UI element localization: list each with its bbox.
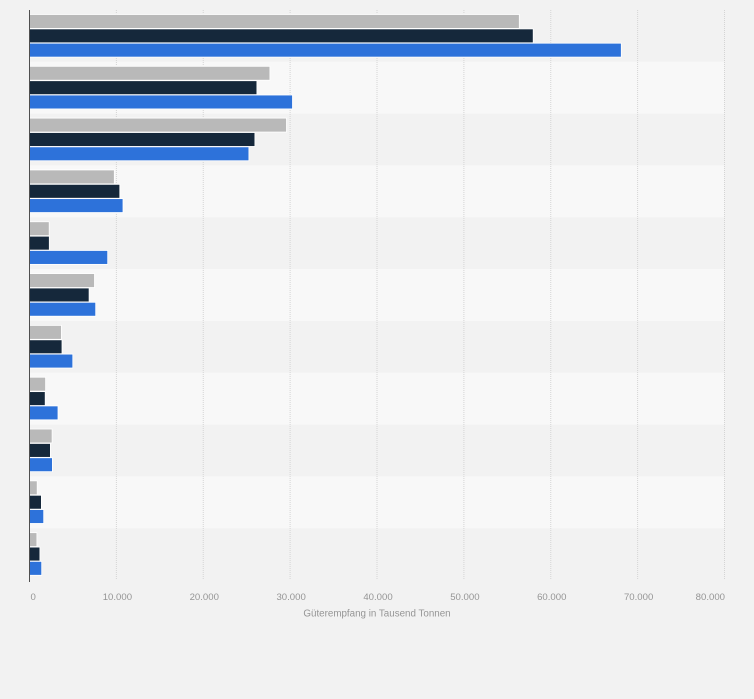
svg-text:60.000: 60.000 [537, 592, 566, 603]
svg-text:Güterempfang in Tausend Tonnen: Güterempfang in Tausend Tonnen [303, 609, 450, 620]
svg-text:70.000: 70.000 [624, 592, 653, 603]
svg-text:10.000: 10.000 [103, 592, 132, 603]
svg-text:0: 0 [31, 592, 36, 603]
svg-text:30.000: 30.000 [276, 592, 305, 603]
svg-text:20.000: 20.000 [190, 592, 219, 603]
svg-text:80.000: 80.000 [696, 592, 725, 603]
svg-text:40.000: 40.000 [363, 592, 392, 603]
svg-text:50.000: 50.000 [450, 592, 479, 603]
